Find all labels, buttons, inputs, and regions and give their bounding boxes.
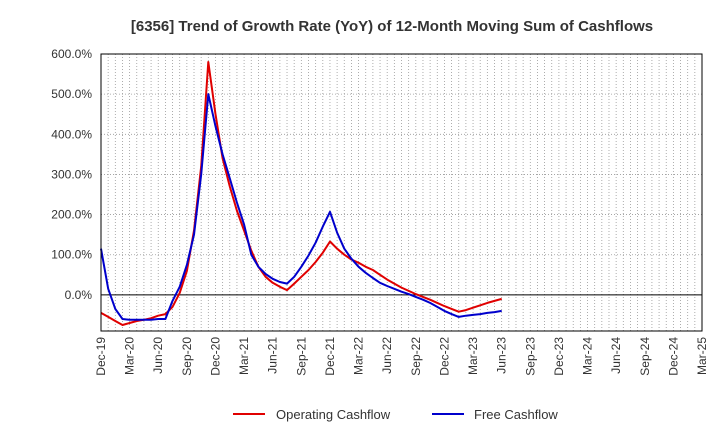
series-lines	[100, 61, 502, 326]
series-line-free-cashflow	[100, 93, 502, 321]
x-tick: Dec-19	[94, 337, 108, 376]
x-tick-label: Dec-20	[208, 337, 222, 376]
x-tick: Dec-22	[437, 337, 451, 376]
x-tick: Mar-23	[466, 337, 480, 375]
x-tick-label: Jun-23	[495, 337, 509, 374]
legend-label: Free Cashflow	[474, 407, 558, 422]
x-tick-label: Dec-21	[323, 337, 337, 376]
x-tick: Dec-24	[666, 337, 680, 376]
y-axis-ticks: 0.0% 100.0% 200.0% 300.0% 400.0% 500.0% 600.0%	[51, 47, 92, 302]
x-tick: Dec-21	[323, 337, 337, 376]
x-tick: Mar-20	[123, 337, 137, 375]
x-tick-label: Mar-21	[237, 337, 251, 375]
x-tick-label: Mar-20	[123, 337, 137, 375]
x-tick-label: Jun-24	[609, 337, 623, 374]
y-tick-label: 200.0%	[51, 208, 92, 222]
x-tick: Jun-24	[609, 337, 623, 374]
x-tick-label: Sep-21	[294, 337, 308, 376]
x-tick: Dec-23	[552, 337, 566, 376]
x-tick: Dec-20	[208, 337, 222, 376]
x-tick: Jun-22	[380, 337, 394, 374]
x-tick-label: Sep-23	[523, 337, 537, 376]
x-tick-label: Sep-20	[180, 337, 194, 376]
x-tick-label: Sep-22	[409, 337, 423, 376]
x-tick-label: Jun-20	[151, 337, 165, 374]
x-tick: Jun-21	[266, 337, 280, 374]
y-tick-label: 0.0%	[65, 288, 93, 302]
x-tick: Jun-20	[151, 337, 165, 374]
x-tick-label: Jun-22	[380, 337, 394, 374]
x-tick-label: Dec-23	[552, 337, 566, 376]
x-tick-label: Mar-24	[581, 337, 595, 375]
x-tick-label: Dec-24	[666, 337, 680, 376]
y-tick-label: 400.0%	[51, 127, 92, 141]
x-tick: Mar-22	[352, 337, 366, 375]
x-tick-label: Mar-22	[352, 337, 366, 375]
x-tick: Mar-25	[695, 337, 709, 375]
x-tick-label: Mar-25	[695, 337, 709, 375]
y-tick-label: 600.0%	[51, 47, 92, 61]
x-tick: Sep-23	[523, 337, 537, 376]
x-tick-label: Sep-24	[638, 337, 652, 376]
y-tick-label: 100.0%	[51, 248, 92, 262]
x-tick: Mar-21	[237, 337, 251, 375]
y-tick-label: 300.0%	[51, 167, 92, 181]
x-axis-ticks: Dec-19 Mar-20 Jun-20 Sep-20 Dec-20 Mar-21 Jun-…	[94, 337, 709, 376]
legend-label: Operating Cashflow	[276, 407, 391, 422]
x-tick: Sep-20	[180, 337, 194, 376]
chart-title: [6356] Trend of Growth Rate (YoY) of 12-…	[131, 18, 653, 35]
x-tick-label: Dec-19	[94, 337, 108, 376]
x-tick: Jun-23	[495, 337, 509, 374]
legend: Operating Cashflow Free Cashflow	[233, 407, 558, 422]
plot-frame	[100, 53, 703, 332]
x-tick-label: Jun-21	[266, 337, 280, 374]
x-tick: Sep-21	[294, 337, 308, 376]
y-tick-label: 500.0%	[51, 87, 92, 101]
x-tick-label: Dec-22	[437, 337, 451, 376]
grid	[101, 53, 702, 331]
x-tick: Sep-22	[409, 337, 423, 376]
x-tick: Mar-24	[581, 337, 595, 375]
x-tick-label: Mar-23	[466, 337, 480, 375]
x-tick: Sep-24	[638, 337, 652, 376]
